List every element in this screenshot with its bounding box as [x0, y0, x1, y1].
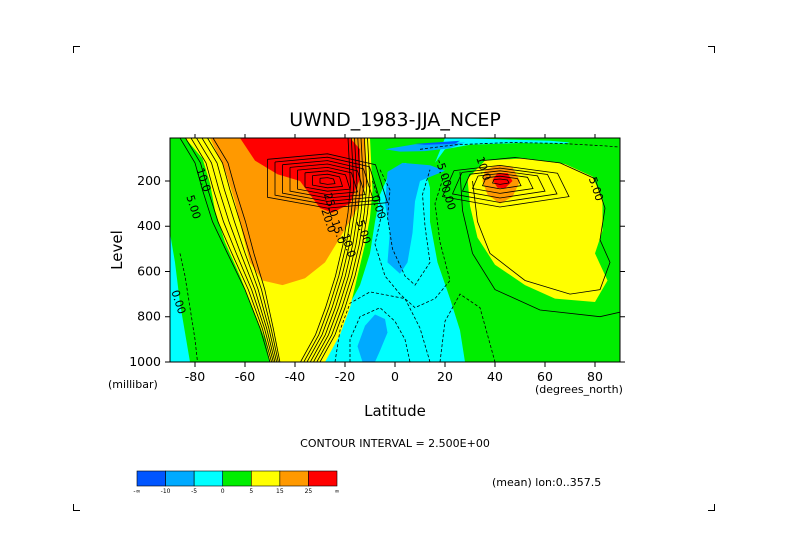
x-tick-label: -80 [185, 369, 205, 384]
y-axis: 200 400 600 800 1000 [129, 173, 625, 369]
x-unit-label: (degrees_north) [535, 383, 623, 396]
x-axis: -80 -60 -40 -20 0 20 40 60 80 [185, 134, 603, 384]
x-tick-label: -40 [285, 369, 305, 384]
y-tick-label: 200 [137, 173, 161, 188]
contour-line-north-outer [459, 171, 620, 318]
contour-dashed-low-1 [349, 307, 411, 362]
x-tick-label: 40 [487, 369, 503, 384]
fill-blue-tropical-lower [357, 314, 388, 362]
colorbar-label: 15 [276, 488, 284, 495]
fill-cyan-southern [170, 233, 190, 362]
contour-line-jet-core-6 [274, 156, 381, 206]
fill-darkblue-top [415, 140, 460, 145]
contour-line-jet-core-5 [282, 160, 374, 202]
chart-title: UWND_1983-JJA_NCEP [289, 109, 501, 131]
corner-mark-top-left [73, 46, 80, 53]
contour-line-jet-core-2 [304, 170, 351, 192]
contour-line-southern-4 [201, 138, 277, 362]
contour-line-southern-inner-5 [303, 138, 355, 362]
fill-blue-top-strip [385, 142, 465, 152]
contour-line-southern-inner-3 [309, 138, 361, 362]
colorbar-swatch [136, 470, 166, 487]
contour-line-southern-3 [196, 138, 276, 362]
contour-line-southern-inner-1 [316, 138, 368, 362]
contour-dashed-north-lower [439, 293, 496, 362]
fill-blue-tropical-upper [385, 162, 445, 274]
contour-line-jet-core-7 [267, 153, 389, 209]
contour-line-north-jet-3 [461, 170, 546, 199]
x-tick-label: 20 [437, 369, 453, 384]
colorbar-label: 25 [305, 488, 313, 495]
y-tick-label: 800 [137, 309, 161, 324]
corner-mark-bottom-left [73, 504, 80, 511]
contour-line-north-jet-4 [451, 167, 558, 203]
colorbar-label: 0 [221, 488, 225, 495]
fill-cyan-north-strip [435, 138, 570, 163]
contour-line-north-mid [472, 157, 611, 295]
x-tick-label: 0 [391, 369, 399, 384]
contour-line-southern-inner-6 [300, 138, 351, 362]
contour-line-southern-1 [185, 138, 272, 362]
contour-line-southern-inner-2 [313, 138, 364, 362]
x-axis-label: Latitude [364, 402, 426, 420]
contour-line-layer [179, 138, 620, 362]
colorbar-swatch [308, 470, 338, 487]
mean-longitude-text: (mean) lon:0..357.5 [492, 476, 601, 489]
colorbar-label: -5 [191, 488, 197, 495]
contour-line-north-jet-2 [471, 173, 534, 194]
y-axis-label: Level [108, 230, 126, 270]
contour-line-southern-0 [179, 138, 271, 362]
contour-dashed-tropical-2 [372, 171, 451, 309]
contour-dashed-low-2 [334, 291, 431, 362]
colorbar-swatch [193, 470, 224, 487]
contour-line-north-jet-5 [441, 164, 570, 208]
contour-dashed-north-top [419, 142, 620, 150]
colorbar-label: -∞ [133, 488, 140, 495]
contour-dashed-tropical-1 [379, 169, 431, 286]
contour-line-north-jet-0 [491, 178, 510, 185]
contour-line-jet-core-0 [319, 177, 336, 185]
contour-line-southern-inner-0 [319, 138, 371, 362]
x-tick-label: 80 [587, 369, 603, 384]
y-tick-label: 400 [137, 218, 161, 233]
contour-dashed-southern-lower [179, 253, 198, 362]
contour-line-southern-2 [190, 138, 274, 362]
corner-mark-bottom-right [708, 504, 715, 511]
y-tick-label: 1000 [129, 354, 161, 369]
x-tick-label: -60 [235, 369, 255, 384]
plot-area: 10.05.00 25.020.015.010.05.000.000.00-5.0… [168, 137, 621, 363]
colorbar-swatch [279, 470, 309, 487]
contour-line-jet-core-4 [289, 163, 366, 199]
colorbar-swatch [165, 470, 195, 487]
x-tick-label: 60 [537, 369, 553, 384]
colorbar-label: ∞ [335, 488, 340, 495]
colorbar-swatch [250, 470, 281, 487]
contour-line-north-jet-1 [481, 175, 522, 190]
contour-line-jet-core-3 [297, 166, 359, 196]
x-tick-label: -20 [335, 369, 355, 384]
contour-line-southern-6 [212, 138, 281, 362]
y-tick-label: 600 [137, 263, 161, 278]
corner-mark-top-right [708, 46, 715, 53]
colorbar: -∞ -10 -5 0 5 15 25 ∞ [133, 470, 340, 495]
contour-interval-text: CONTOUR INTERVAL = 2.500E+00 [300, 437, 490, 450]
colorbar-label: 5 [249, 488, 253, 495]
colorbar-label: -10 [161, 488, 171, 495]
contour-line-jet-core-1 [312, 173, 344, 189]
contour-line-southern-5 [207, 138, 279, 362]
y-unit-label: (millibar) [108, 378, 158, 391]
colorbar-swatch [222, 470, 252, 487]
